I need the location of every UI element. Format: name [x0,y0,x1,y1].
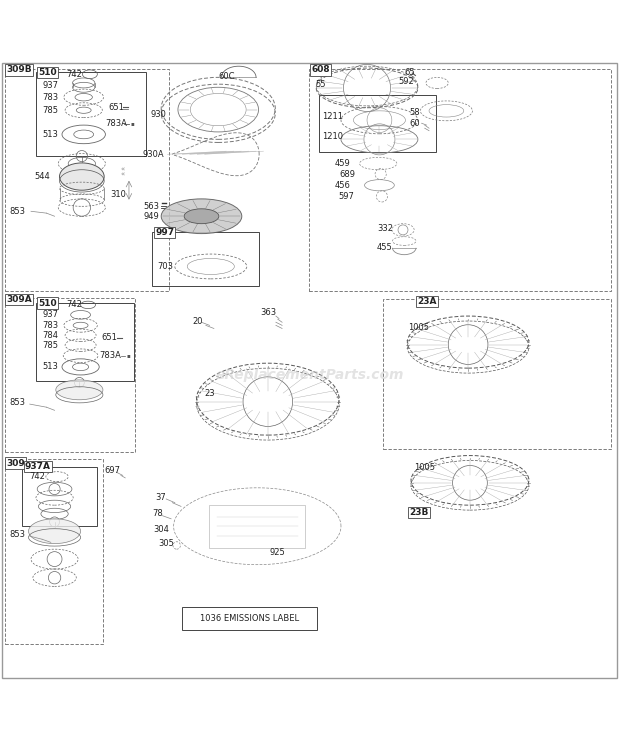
Text: 937: 937 [42,310,58,320]
Ellipse shape [161,199,242,234]
Text: 309: 309 [6,459,25,468]
Text: 60C: 60C [218,72,235,81]
Text: 55: 55 [315,81,326,90]
Text: 456: 456 [335,181,351,189]
Text: 784: 784 [42,331,58,340]
Text: 309A: 309A [6,295,32,304]
Text: 363: 363 [260,309,277,317]
Text: 510: 510 [38,298,57,308]
Text: 23A: 23A [417,297,436,306]
Text: 309B: 309B [6,65,32,75]
Text: eReplacementParts.com: eReplacementParts.com [216,368,404,382]
Text: «: « [121,166,125,172]
Text: 783A: 783A [105,119,127,128]
Text: 930: 930 [150,110,166,119]
Text: 60: 60 [409,118,420,128]
Text: 853: 853 [9,398,25,407]
Ellipse shape [29,519,81,544]
Text: 1210: 1210 [322,132,343,141]
Text: 608: 608 [311,65,330,75]
Text: 544: 544 [34,172,50,181]
Text: 78: 78 [152,509,162,518]
Text: 459: 459 [335,159,350,168]
Text: 513: 513 [42,130,58,139]
Text: 510: 510 [38,68,57,77]
Text: 785: 785 [42,106,58,115]
Text: 304: 304 [154,525,170,534]
Text: 65: 65 [404,68,415,77]
Text: ▪: ▪ [130,121,134,127]
Text: 742: 742 [66,300,82,309]
Text: 925: 925 [270,548,285,557]
Text: 742: 742 [66,70,82,78]
Text: 783: 783 [42,321,58,330]
Text: 997: 997 [155,228,174,237]
Text: 37: 37 [155,493,166,502]
Text: ▪: ▪ [126,353,130,358]
Text: 651: 651 [101,333,117,342]
Text: 783A: 783A [99,351,121,360]
Text: 689: 689 [340,169,356,178]
Text: 1036 EMISSIONS LABEL: 1036 EMISSIONS LABEL [200,614,299,623]
Text: 930A: 930A [143,150,164,159]
Text: 785: 785 [42,340,58,350]
Text: 23B: 23B [409,508,428,517]
Text: 853: 853 [9,530,25,539]
Ellipse shape [60,163,104,190]
Text: 742: 742 [30,472,46,481]
Text: 597: 597 [338,192,354,201]
Text: 563: 563 [144,202,160,211]
Text: 58: 58 [409,107,420,117]
Text: 1005: 1005 [408,323,429,332]
Text: 697: 697 [104,466,120,475]
Text: 703: 703 [157,262,173,271]
Text: 20: 20 [192,317,203,326]
Text: 513: 513 [42,363,58,371]
Text: 455: 455 [377,243,392,252]
Text: «: « [121,172,125,178]
Text: 23: 23 [205,389,215,398]
Text: 783: 783 [42,92,58,101]
Ellipse shape [184,209,219,223]
Text: 592: 592 [398,77,414,86]
Text: 305: 305 [158,539,174,548]
Text: 1005: 1005 [414,462,435,472]
Text: 853: 853 [9,206,25,216]
Ellipse shape [56,380,103,400]
Text: 332: 332 [377,224,393,233]
Text: 937A: 937A [25,462,51,471]
Text: 1211: 1211 [322,112,343,121]
Text: 651: 651 [108,103,125,112]
Text: 310: 310 [110,190,126,199]
Text: 937: 937 [42,81,58,90]
Text: 949: 949 [144,212,159,221]
